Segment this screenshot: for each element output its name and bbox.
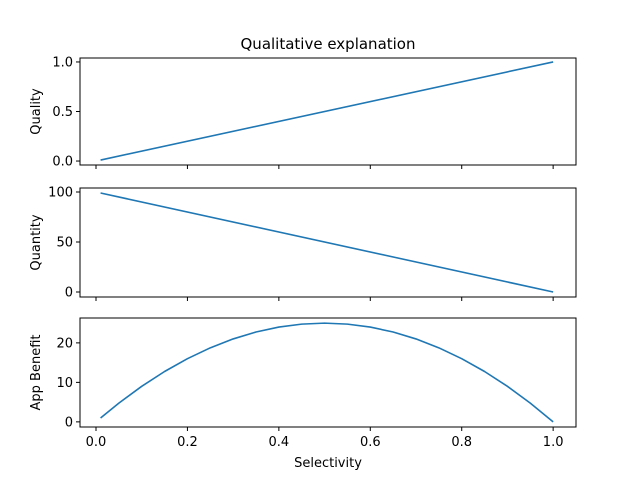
series-line-3-1 <box>100 322 554 423</box>
subplot-2: 0 50 100 Quantity <box>29 186 577 301</box>
series-line-1-1 <box>100 61 554 161</box>
chart-title: Qualitative explanation <box>241 35 416 53</box>
x-tick-label-0: 0.0 <box>86 435 107 450</box>
y-tick-label-3-0: 0 <box>65 415 73 430</box>
y-tick-label-2-2: 100 <box>48 186 73 201</box>
series-line-2-1 <box>100 192 554 293</box>
y-axis-label-2: Quantity <box>29 214 44 270</box>
axes-frame-3 <box>79 317 577 428</box>
x-axis-label: Selectivity <box>294 456 362 471</box>
y-tick-label-2-0: 0 <box>65 286 73 301</box>
y-tick-label-1-2: 1.0 <box>52 55 73 70</box>
y-axis-label-1: Quality <box>29 88 44 135</box>
y-tick-label-3-1: 10 <box>56 376 73 391</box>
subplot-1: 0.0 0.5 1.0 Quality <box>29 55 577 170</box>
y-tick-label-2-1: 50 <box>56 236 73 251</box>
x-tick-label-4: 0.8 <box>451 435 472 450</box>
x-tick-label-2: 0.4 <box>269 435 290 450</box>
x-tick-label-5: 1.0 <box>543 435 564 450</box>
x-tick-label-3: 0.6 <box>360 435 381 450</box>
y-tick-label-3-2: 20 <box>56 336 73 351</box>
y-tick-label-1-1: 0.5 <box>52 105 73 120</box>
y-tick-label-1-0: 0.0 <box>52 155 73 170</box>
x-tick-label-1: 0.2 <box>177 435 198 450</box>
y-axis-label-3: App Benefit <box>29 335 44 411</box>
subplot-3: 0 10 20 0.0 0.2 0.4 0.6 0.8 1.0 App Benefit <box>29 317 577 450</box>
